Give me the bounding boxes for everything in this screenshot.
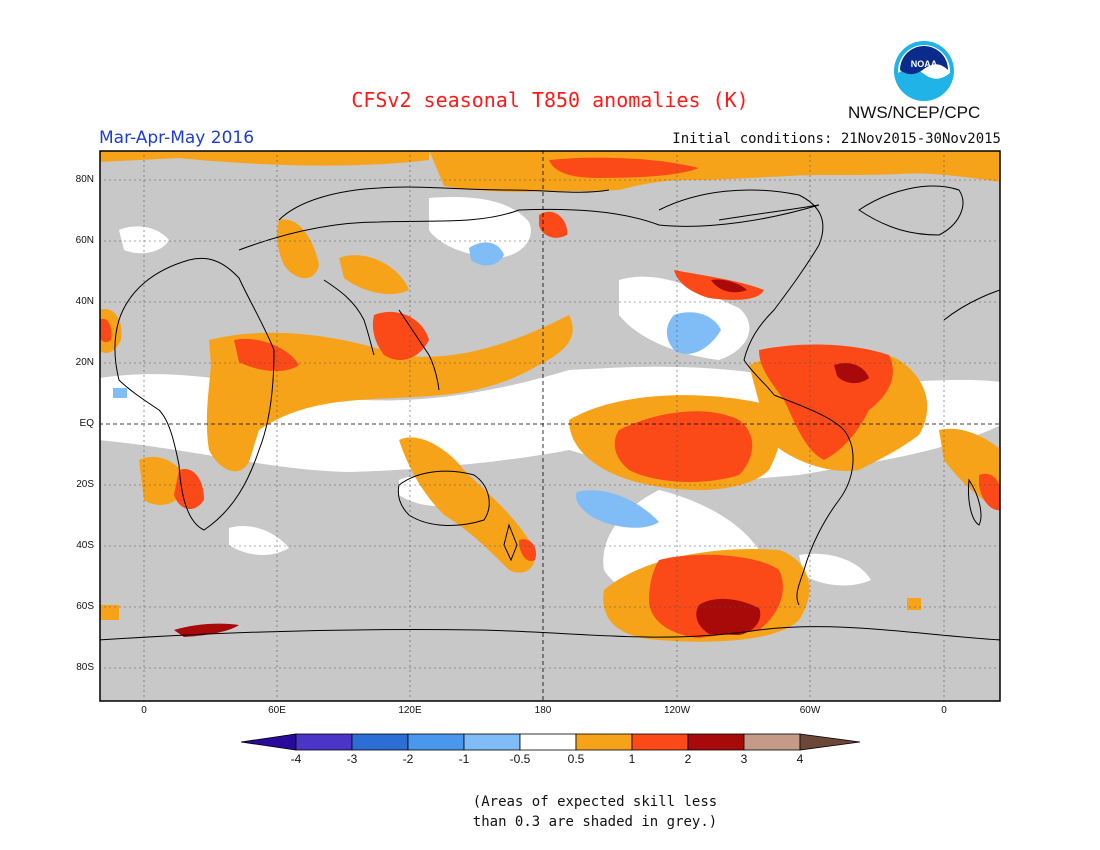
skill-note: (Areas of expected skill less than 0.3 a… [0, 792, 1100, 832]
colorbar-label: 3 [740, 752, 748, 766]
latitude-label: 60N [75, 235, 94, 246]
skill-note-line-2: than 0.3 are shaded in grey.) [472, 814, 718, 830]
longitude-label: 120E [398, 705, 422, 716]
colorbar-segment [743, 733, 801, 751]
colorbar-segment [295, 733, 353, 751]
colorbar-label: 4 [796, 752, 804, 766]
latitude-label: 80S [76, 662, 94, 673]
colorbar-label: -3 [346, 752, 358, 766]
colorbar-segment [463, 733, 521, 751]
colorbar-segment [519, 733, 577, 751]
graticule [100, 151, 1000, 701]
colorbar-label: -1 [458, 752, 470, 766]
reference-lines [100, 151, 1000, 701]
colorbar [240, 733, 861, 751]
anomaly-map [99, 150, 1001, 702]
latitude-label: 40S [76, 540, 94, 551]
anomaly-2-to-3-regions [174, 279, 869, 637]
initial-conditions-label: Initial conditions: 21Nov2015-30Nov2015 [672, 131, 1001, 147]
colorbar-label: -0.5 [509, 752, 531, 766]
latitude-label: 20N [75, 357, 94, 368]
latitude-label: 60S [76, 601, 94, 612]
longitude-label: 0 [141, 705, 147, 716]
colorbar-segment [351, 733, 409, 751]
colorbar-label: 2 [684, 752, 692, 766]
longitude-label: 0 [941, 705, 947, 716]
colorbar-segment [407, 733, 465, 751]
coastlines [100, 185, 1000, 641]
longitude-label: 60W [799, 705, 821, 716]
colorbar-label: 0.5 [567, 752, 585, 766]
colorbar-segment [687, 733, 745, 751]
colorbar-label: -2 [402, 752, 414, 766]
longitude-label: 60E [268, 705, 286, 716]
skill-note-line-1: (Areas of expected skill less [472, 794, 718, 810]
colorbar-segment [799, 733, 861, 751]
latitude-label: 20S [76, 479, 94, 490]
longitude-label: 180 [534, 705, 552, 716]
latitude-label: 80N [75, 174, 94, 185]
noaa-logo: NOAA [894, 41, 954, 101]
latitude-label: EQ [79, 418, 94, 429]
colorbar-segment [631, 733, 689, 751]
colorbar-label: 1 [628, 752, 636, 766]
map-frame [99, 150, 1001, 702]
chart-title: CFSv2 seasonal T850 anomalies (K) [351, 88, 749, 112]
season-label: Mar-Apr-May 2016 [99, 128, 255, 148]
colorbar-segment [575, 733, 633, 751]
longitude-label: 120W [663, 705, 691, 716]
logo-text: NOAA [911, 59, 938, 69]
colorbar-label: -4 [290, 752, 302, 766]
colorbar-segment [240, 733, 297, 751]
latitude-label: 40N [75, 296, 94, 307]
agency-label: NWS/NCEP/CPC [848, 103, 981, 122]
